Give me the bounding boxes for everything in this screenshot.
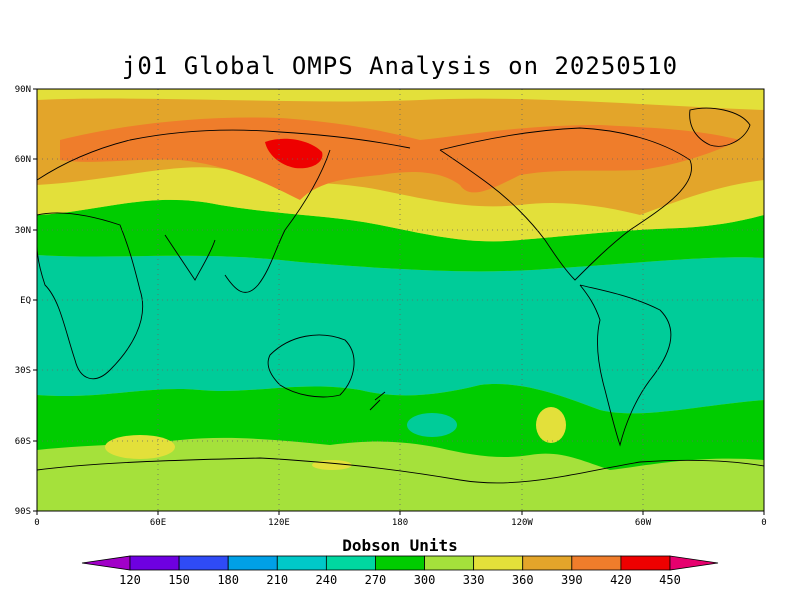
colorbar-tick-label: 210	[266, 573, 288, 587]
subtropical-north-region	[37, 199, 764, 272]
colorbar-high-arrow	[669, 555, 719, 571]
colorbar-tick-label: 330	[463, 573, 485, 587]
south-pacific-360-spot	[536, 407, 566, 443]
axis-ticks	[33, 88, 765, 515]
colorbar-swatch	[473, 555, 524, 571]
coastlines	[37, 107, 764, 484]
tropical-belt-region	[37, 255, 764, 414]
colorbar-tick-label: 180	[217, 573, 239, 587]
lon-label-180: 180	[392, 518, 408, 528]
colorbar-swatch	[178, 555, 229, 571]
colorbar-swatch	[620, 555, 671, 571]
subtropical-south-region	[37, 384, 764, 470]
colorbar-swatch	[325, 555, 376, 571]
map-title: j01 Global OMPS Analysis on 20250510	[121, 52, 679, 80]
colorbar-swatch	[571, 555, 622, 571]
lon-label-60e: 60E	[150, 518, 166, 528]
colorbar-low-arrow	[81, 555, 131, 571]
south-pacific-270-patch	[407, 413, 457, 437]
lon-label-0-right: 0	[761, 518, 766, 528]
lat-label-90n: 90N	[15, 85, 31, 95]
colorbar-tick-label: 120	[119, 573, 141, 587]
siberia-450-region	[265, 138, 323, 169]
colorbar-tick-label: 390	[561, 573, 583, 587]
colorbar-swatch	[424, 555, 475, 571]
colorbar-tick-label: 240	[316, 573, 338, 587]
lat-label-60s: 60S	[15, 437, 31, 447]
lon-label-120w: 120W	[511, 518, 533, 528]
lat-label-60n: 60N	[15, 155, 31, 165]
colorbar-tick-label: 360	[512, 573, 534, 587]
lat-label-30s: 30S	[15, 366, 31, 376]
lat-label-90s: 90S	[15, 507, 31, 517]
colorbar-tick-label: 420	[610, 573, 632, 587]
graticule	[37, 89, 764, 511]
colorbar-swatch	[129, 555, 180, 571]
colorbar-tick-label: 450	[659, 573, 681, 587]
colorbar-tick-label: 300	[414, 573, 436, 587]
colorbar-tick-label: 270	[365, 573, 387, 587]
lon-label-0-left: 0	[34, 518, 39, 528]
colorbar-swatch	[375, 555, 425, 571]
colorbar-title: Dobson Units	[342, 536, 458, 555]
lat-label-eq: EQ	[20, 296, 31, 306]
colorbar-tick-label: 150	[168, 573, 190, 587]
lat-label-30n: 30N	[15, 226, 31, 236]
colorbar-swatch	[276, 555, 327, 571]
colorbar-swatch	[522, 555, 573, 571]
northern-420-region	[60, 117, 740, 200]
lon-label-120e: 120E	[268, 518, 290, 528]
colorbar-swatch	[227, 555, 278, 571]
lon-label-60w: 60W	[635, 518, 652, 528]
